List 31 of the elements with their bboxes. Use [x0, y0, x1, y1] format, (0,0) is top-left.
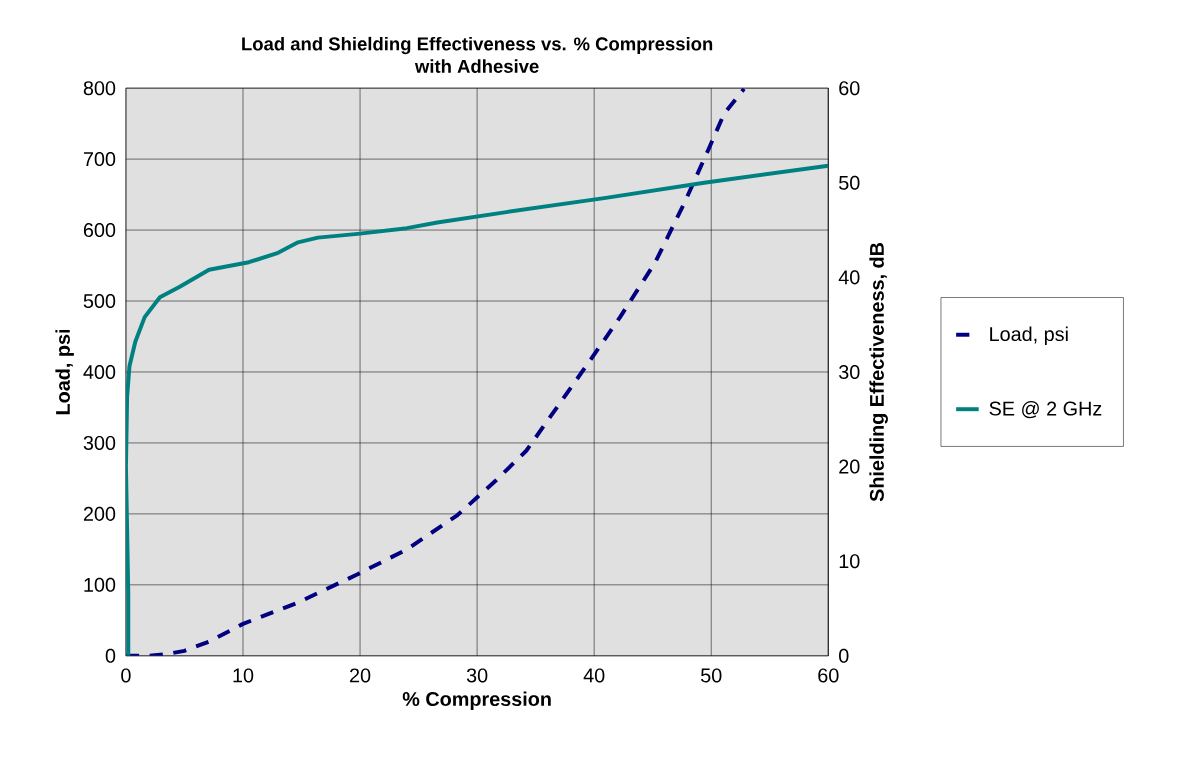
x-axis-title: % Compression — [402, 691, 551, 711]
legend-label: Load, psi — [990, 326, 1068, 346]
chart-title: Load and Shielding Effectiveness vs. % Compression — [242, 36, 713, 55]
chart-subtitle: with Adhesive — [414, 59, 539, 74]
line-series — [125, 163, 829, 656]
y-tick-label: 0 — [105, 648, 116, 663]
y-tick-label: 800 — [83, 81, 116, 96]
x-tick-label: 10 — [233, 668, 254, 683]
x-tick-label: 60 — [818, 668, 839, 683]
y-tick-label: 400 — [83, 365, 116, 380]
y-tick-label: 100 — [84, 577, 116, 592]
y-tick-label: 600 — [83, 223, 116, 238]
y2-tick-label: 0 — [839, 648, 849, 663]
y2-tick-label: 60 — [839, 81, 860, 96]
x-tick-label: 0 — [121, 668, 131, 683]
y-tick-label: 700 — [83, 152, 116, 167]
x-tick-label: 50 — [701, 668, 722, 683]
y-tick-label: 200 — [83, 506, 116, 521]
x-tick-label: 30 — [466, 668, 488, 683]
x-tick-label: 20 — [350, 668, 371, 683]
y2-tick-label: 40 — [838, 270, 860, 285]
y2-axis-title: Shielding Effectiveness, dB — [869, 243, 888, 502]
legend-label: SE @ 2 GHz — [989, 401, 1102, 419]
y-tick-label: 300 — [83, 435, 116, 451]
y2-tick-label: 50 — [839, 175, 860, 190]
y-tick-label: 500 — [83, 294, 116, 309]
y-axis-title: Load, psi — [55, 329, 74, 415]
y2-tick-label: 20 — [839, 459, 860, 474]
y2-tick-label: 10 — [839, 554, 860, 569]
x-tick-label: 40 — [583, 668, 605, 683]
y2-tick-label: 30 — [839, 365, 860, 380]
